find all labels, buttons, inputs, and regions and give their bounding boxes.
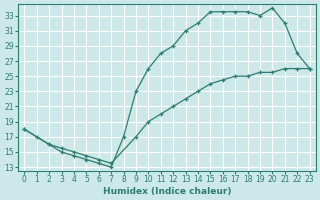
- X-axis label: Humidex (Indice chaleur): Humidex (Indice chaleur): [103, 187, 231, 196]
